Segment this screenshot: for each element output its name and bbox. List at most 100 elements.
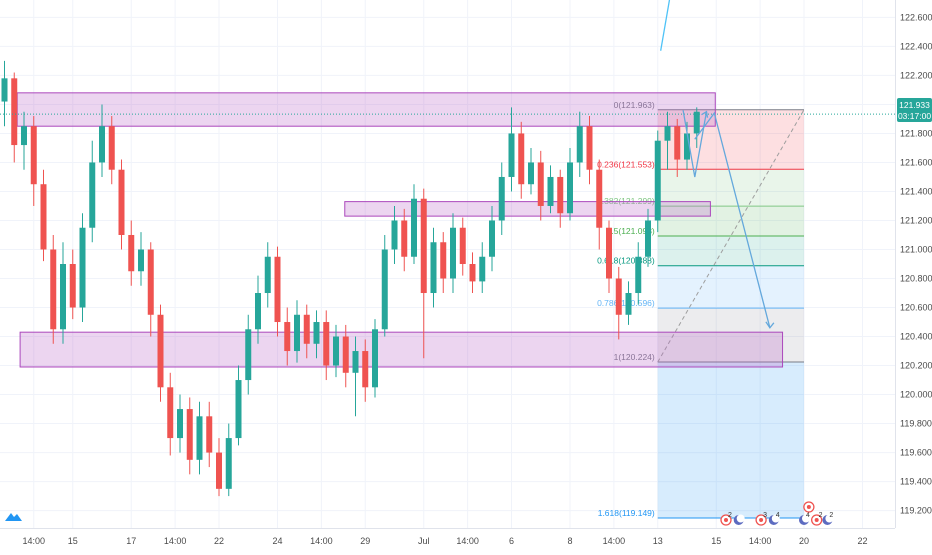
x-tick-label: 22 [857, 536, 867, 546]
candle-body [235, 380, 242, 439]
x-tick-label: 14:00 [164, 536, 187, 546]
candle-body [479, 256, 486, 282]
y-tick-label: 119.200 [900, 506, 932, 516]
fib-band [657, 206, 804, 237]
candle-body [576, 126, 583, 163]
candle-body [225, 438, 232, 489]
projection-path[interactable] [694, 111, 771, 328]
fib-band [657, 362, 804, 518]
event-count-label: 2 [728, 512, 732, 519]
price-badges: 121.933 03:17:00 [897, 98, 932, 122]
candle-body [684, 133, 690, 160]
y-tick-label: 122.600 [900, 12, 932, 22]
event-count-label: 4 [776, 512, 780, 519]
candle-body [528, 162, 534, 185]
zigzag-path[interactable] [682, 110, 708, 178]
candle-body [79, 227, 86, 308]
candle-body [30, 126, 37, 185]
candle-body [333, 336, 339, 366]
moon-icon-shadow [802, 514, 810, 523]
candle-body [498, 176, 505, 221]
candle-body [674, 126, 681, 160]
fib-level-label: 0.236(121.553) [597, 159, 655, 169]
candle-body [645, 220, 651, 257]
x-tick-label: 22 [214, 536, 224, 546]
drawings[interactable] [660, 0, 775, 329]
candle-body [557, 176, 564, 214]
fib-level-label: 1.618(119.149) [598, 508, 655, 518]
time-axis[interactable]: 14:00 15 17 14:00 22 24 14:00 29 Jul 14:00 6 8 14:00… [22, 536, 867, 546]
fibonacci-retracement[interactable]: 0(121.963) 0.236(121.553) 0.382(121.299) 0.… [597, 100, 805, 519]
candle-body [294, 314, 300, 352]
candle-body [255, 293, 261, 330]
fib-level-label: 0.382(121.299) [597, 196, 655, 206]
bar-countdown-label: 03:17:00 [898, 111, 931, 121]
moon-icon[interactable]: 4 [768, 512, 780, 525]
candle-body [518, 133, 525, 185]
moon-icon[interactable] [733, 514, 745, 526]
x-tick-label: 13 [653, 536, 663, 546]
candle-body [489, 220, 495, 257]
candle-body [342, 336, 349, 373]
candle-body [40, 184, 47, 250]
x-tick-label: 17 [126, 536, 136, 546]
mid-zone[interactable] [344, 201, 711, 217]
x-tick-label: 29 [360, 536, 370, 546]
x-tick-label: 14:00 [22, 536, 45, 546]
earnings-icon[interactable]: 2 [720, 512, 732, 526]
candle-body [391, 220, 398, 250]
candle-body [167, 387, 174, 439]
fib-band [657, 236, 804, 266]
candle-body [567, 162, 573, 214]
moon-icon[interactable]: 2 [822, 512, 834, 525]
x-tick-label: 14:00 [456, 536, 479, 546]
x-tick-label: 15 [711, 536, 721, 546]
moon-icon[interactable]: 4 [799, 512, 810, 525]
event-count-label: 3 [763, 512, 767, 519]
candle-body [206, 416, 213, 453]
x-tick-label: 14:00 [310, 536, 333, 546]
earnings-icon[interactable]: 3 [755, 512, 767, 526]
candle-body [118, 169, 125, 235]
y-tick-label: 120.200 [900, 361, 932, 371]
y-tick-label: 119.600 [900, 448, 932, 458]
moon-icon-shadow [771, 514, 780, 523]
candle-body [693, 111, 700, 134]
upper-ray[interactable] [660, 0, 671, 51]
candle-body [11, 78, 18, 146]
tradingview-logo[interactable] [5, 513, 22, 521]
candle-body [21, 126, 27, 146]
y-tick-label: 121.000 [900, 244, 932, 254]
tradingview-logo-icon [5, 513, 22, 521]
earnings-icon-dot [759, 518, 764, 522]
candle-body [459, 227, 466, 264]
candle-body [69, 264, 76, 308]
y-tick-label: 122.200 [900, 70, 932, 80]
y-tick-label: 120.800 [900, 274, 932, 284]
top-resistance-zone[interactable] [16, 92, 716, 127]
price-axis-background [895, 0, 932, 550]
candle-body [635, 256, 642, 294]
candle-body [245, 329, 252, 381]
earnings-icon-dot [724, 518, 728, 522]
y-tick-label: 121.200 [900, 215, 932, 225]
candle-body [381, 249, 388, 330]
candle-body [664, 126, 671, 141]
bottom-support-zone[interactable] [19, 331, 784, 368]
zones[interactable] [16, 92, 784, 368]
event-count-label: 4 [806, 512, 810, 519]
fib-band [657, 265, 804, 309]
candle-body [537, 162, 544, 206]
candle-body [177, 409, 183, 439]
current-price-badge [897, 98, 932, 122]
candle-body [186, 409, 193, 460]
candle-body [625, 293, 632, 315]
fib-level-label: 0(121.963) [614, 100, 655, 110]
price-axis[interactable]: 122.600122.400122.200122.000121.800121.6… [900, 12, 932, 515]
earnings-icon[interactable]: 2 [811, 512, 823, 526]
candle-body [508, 133, 515, 177]
candle-body [323, 322, 330, 366]
